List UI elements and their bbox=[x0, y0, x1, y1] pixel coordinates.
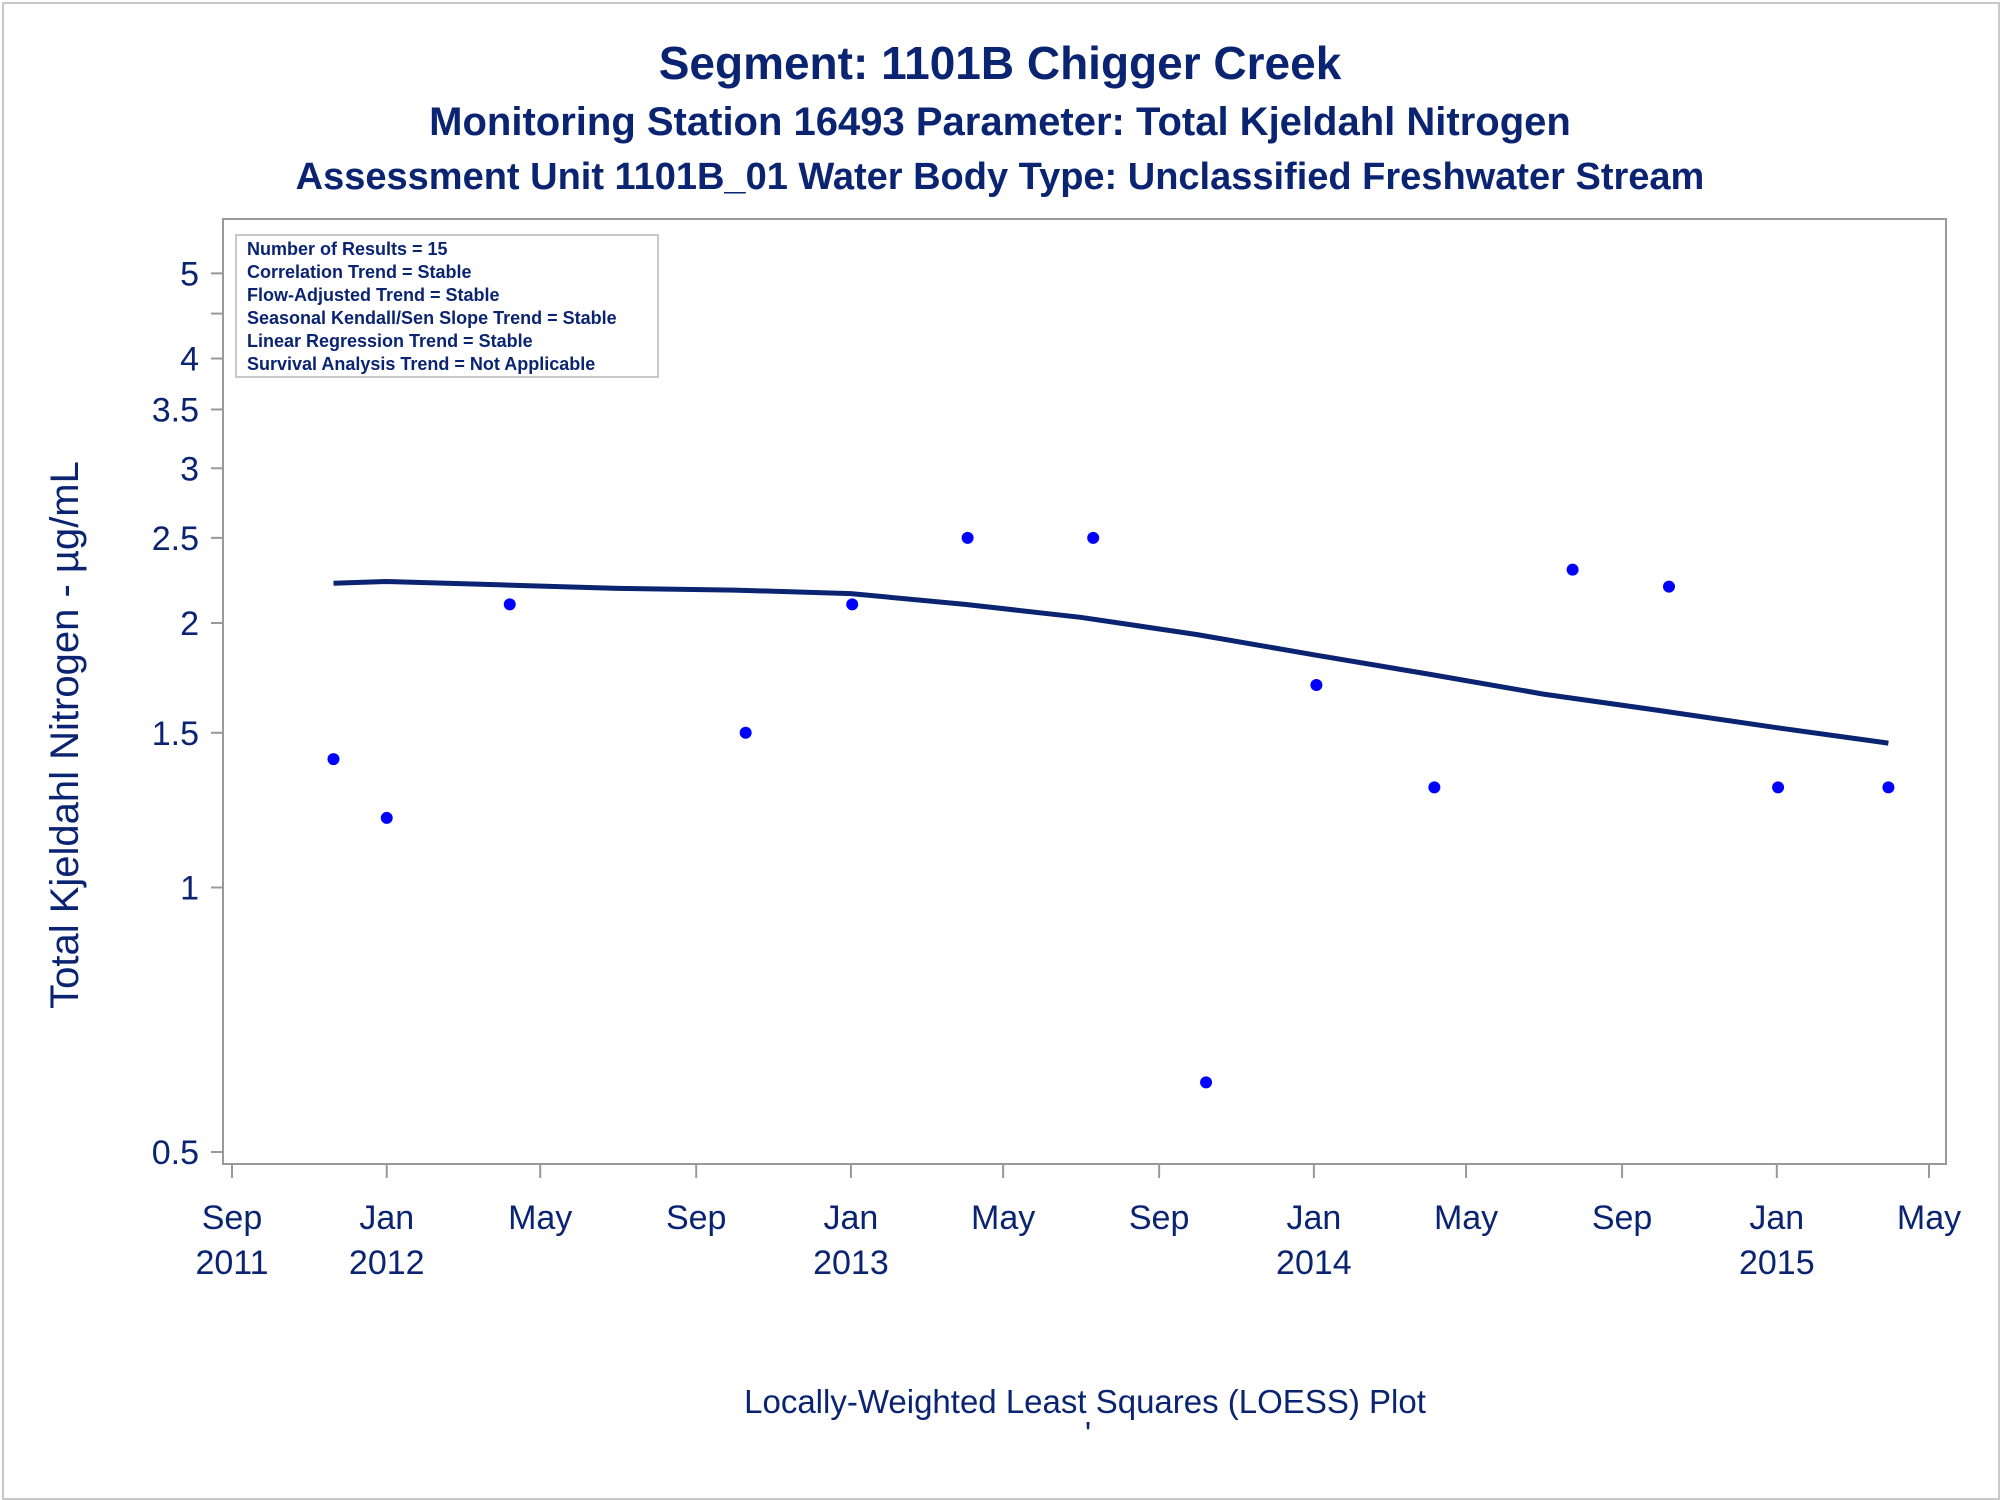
stats-line: Linear Regression Trend = Stable bbox=[247, 331, 533, 351]
y-tick-label: 0.5 bbox=[152, 1134, 199, 1172]
x-tick-label: Jan bbox=[824, 1199, 879, 1237]
chart-subtitle-2: Assessment Unit 1101B_01 Water Body Type… bbox=[295, 156, 1705, 198]
x-tick-label: Sep bbox=[666, 1199, 727, 1237]
data-point bbox=[327, 753, 340, 766]
data-point bbox=[503, 598, 516, 611]
data-point bbox=[380, 811, 393, 824]
x-tick-label: Jan bbox=[1749, 1199, 1804, 1237]
data-point bbox=[1882, 781, 1895, 794]
x-tick-label: May bbox=[1434, 1199, 1498, 1237]
y-tick-label: 2 bbox=[180, 605, 199, 643]
y-tick-label: 4 bbox=[180, 341, 199, 379]
y-tick-label: 2.5 bbox=[152, 520, 199, 558]
x-tick-year-label: 2012 bbox=[349, 1244, 425, 1282]
data-point bbox=[961, 531, 974, 544]
stats-line: Number of Results = 15 bbox=[247, 239, 448, 259]
y-tick-label: 5 bbox=[180, 255, 199, 293]
data-point bbox=[1087, 531, 1100, 544]
stats-line: Flow-Adjusted Trend = Stable bbox=[247, 285, 500, 305]
stats-line: Seasonal Kendall/Sen Slope Trend = Stabl… bbox=[247, 308, 617, 328]
data-point bbox=[1200, 1076, 1213, 1089]
y-tick-label: 1.5 bbox=[152, 715, 199, 753]
x-tick-year-label: 2013 bbox=[813, 1244, 889, 1282]
chart-subtitle: Monitoring Station 16493 Parameter: Tota… bbox=[429, 100, 1571, 144]
data-point bbox=[846, 598, 859, 611]
data-point bbox=[1566, 563, 1579, 576]
x-tick-label: May bbox=[1897, 1199, 1961, 1237]
y-tick-label: 3.5 bbox=[152, 391, 199, 429]
footnote: Locally-Weighted Least Squares (LOESS) P… bbox=[744, 1383, 1426, 1420]
x-tick-label: Sep bbox=[1592, 1199, 1653, 1237]
loess-line bbox=[333, 579, 1889, 746]
x-tick-label: Jan bbox=[359, 1199, 414, 1237]
data-point bbox=[1428, 781, 1441, 794]
y-axis-label: Total Kjeldahl Nitrogen - µg/mL bbox=[43, 461, 87, 1009]
x-tick-year-label: 2014 bbox=[1276, 1244, 1352, 1282]
y-tick-label: 1 bbox=[180, 870, 199, 908]
stats-line: Correlation Trend = Stable bbox=[247, 262, 472, 282]
data-point bbox=[1662, 580, 1675, 593]
x-tick-label: Sep bbox=[202, 1199, 263, 1237]
stats-line: Survival Analysis Trend = Not Applicable bbox=[247, 354, 595, 374]
y-tick-label: 3 bbox=[180, 450, 199, 488]
data-point bbox=[1310, 679, 1323, 692]
stats-box bbox=[235, 234, 659, 378]
x-tick-year-label: 2015 bbox=[1739, 1244, 1815, 1282]
chart-title: Segment: 1101B Chigger Creek bbox=[658, 37, 1342, 89]
data-point bbox=[739, 726, 752, 739]
x-tick-label: Jan bbox=[1286, 1199, 1341, 1237]
x-tick-label: May bbox=[508, 1199, 572, 1237]
x-tick-label: Sep bbox=[1129, 1199, 1190, 1237]
x-tick-label: May bbox=[971, 1199, 1035, 1237]
data-point bbox=[1772, 781, 1785, 794]
x-tick-year-label: 2011 bbox=[195, 1244, 268, 1282]
footnote-mark: ' bbox=[1085, 1415, 1091, 1452]
